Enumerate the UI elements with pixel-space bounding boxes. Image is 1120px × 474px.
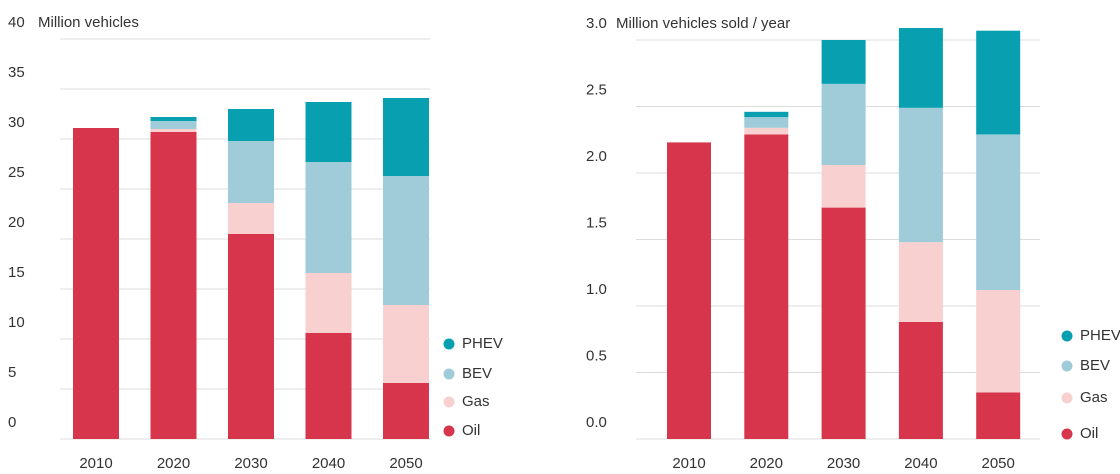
bar-segment xyxy=(228,203,274,234)
y-tick-label: 35 xyxy=(8,64,25,81)
x-tick-label: 2010 xyxy=(79,455,112,472)
bar-segment xyxy=(898,242,943,322)
y-tick-label: 1.0 xyxy=(586,281,607,298)
bar-segment xyxy=(383,305,429,383)
y-tick-label: 5 xyxy=(8,364,16,381)
bar-segment xyxy=(821,207,866,439)
y-tick-label: 0 xyxy=(8,414,16,431)
bar-segment xyxy=(821,40,866,84)
bar-segment xyxy=(821,83,866,166)
x-tick-label: 2030 xyxy=(234,455,267,472)
bar-segment xyxy=(976,134,1021,291)
bar-segment xyxy=(667,142,711,439)
legend-label: Gas xyxy=(462,393,490,410)
bar-segment xyxy=(976,290,1021,393)
bar-segment xyxy=(744,127,789,135)
x-tick-label: 2010 xyxy=(672,455,705,472)
bar-segment xyxy=(976,392,1021,439)
legend-label: Oil xyxy=(1080,425,1098,442)
y-tick-label: 30 xyxy=(8,114,25,131)
legend-marker xyxy=(443,338,455,350)
bar-segment xyxy=(383,176,429,305)
bar-segment xyxy=(305,333,352,439)
x-tick-label: 2030 xyxy=(827,455,860,472)
legend-marker xyxy=(443,368,455,380)
x-tick-label: 2040 xyxy=(312,455,345,472)
y-tick-label: 20 xyxy=(8,214,25,231)
y-tick-label: 40 xyxy=(8,14,25,31)
y-tick-label: 0.0 xyxy=(586,414,607,431)
x-tick-label: 2050 xyxy=(982,455,1015,472)
x-tick-label: 2020 xyxy=(157,455,190,472)
legend-marker xyxy=(1061,360,1073,372)
bar-segment xyxy=(744,134,789,439)
bar-segment xyxy=(228,141,274,203)
legend-label: BEV xyxy=(1080,357,1110,374)
y-tick-label: 10 xyxy=(8,314,25,331)
bar-segment xyxy=(305,273,352,333)
legend-label: PHEV xyxy=(462,335,503,352)
legend-marker xyxy=(443,425,455,437)
bar-segment xyxy=(744,117,789,128)
y-tick-label: 0.5 xyxy=(586,347,607,364)
bar-segment xyxy=(150,121,197,129)
legend-marker xyxy=(1061,330,1073,342)
y-tick-label: 1.5 xyxy=(586,214,607,231)
bar-segment xyxy=(898,28,943,108)
bar-segment xyxy=(150,117,197,121)
bar-segment xyxy=(228,234,274,439)
y-tick-label: 2.0 xyxy=(586,148,607,165)
bar-segment xyxy=(898,321,943,439)
bar-segment xyxy=(821,165,866,208)
bar-segment xyxy=(73,128,119,439)
bar-segment xyxy=(744,111,789,118)
legend-marker xyxy=(1061,428,1073,440)
x-tick-label: 2040 xyxy=(904,455,937,472)
legend-label: Gas xyxy=(1080,389,1108,406)
bar-segment xyxy=(383,98,429,176)
x-tick-label: 2020 xyxy=(750,455,783,472)
legend-label: Oil xyxy=(462,422,480,439)
y-tick-label: 2.5 xyxy=(586,81,607,98)
legend-label: PHEV xyxy=(1080,327,1120,344)
bar-segment xyxy=(305,102,352,162)
bar-segment xyxy=(383,383,429,439)
y-axis-label: Million vehicles xyxy=(38,14,139,31)
bar-segment xyxy=(150,132,197,439)
x-tick-label: 2050 xyxy=(389,455,422,472)
y-tick-label: 15 xyxy=(8,264,25,281)
y-tick-label: 3.0 xyxy=(586,15,607,32)
legend-marker xyxy=(443,396,455,408)
legend-marker xyxy=(1061,392,1073,404)
bar-segment xyxy=(898,107,943,243)
y-axis-label: Million vehicles sold / year xyxy=(616,15,790,32)
bar-segment xyxy=(228,109,274,141)
bar-segment xyxy=(305,162,352,273)
legend-label: BEV xyxy=(462,365,492,382)
bar-segment xyxy=(150,129,197,132)
y-tick-label: 25 xyxy=(8,164,25,181)
bar-segment xyxy=(976,30,1021,135)
